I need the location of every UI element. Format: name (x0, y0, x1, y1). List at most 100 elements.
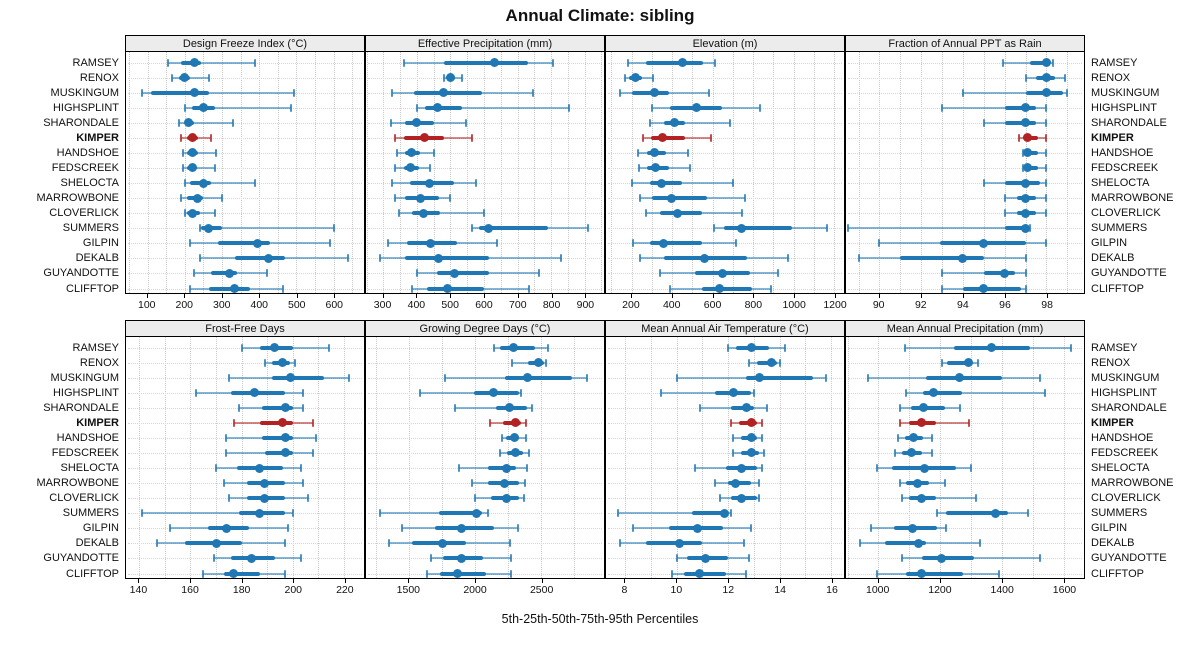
median-dot (278, 418, 288, 428)
axis-tick-label: 400 (250, 299, 269, 311)
whisker-cap (637, 148, 640, 157)
median-dot (439, 88, 449, 98)
panel-axis: 300 400 500 600 700 800 900 (365, 294, 605, 316)
row-gridline (128, 77, 362, 79)
whisker-cap (418, 388, 421, 397)
whisker-cap (299, 554, 302, 563)
whisker-line (168, 61, 256, 64)
whisker-cap (959, 403, 962, 412)
whisker-cap (1045, 103, 1048, 112)
median-dot (1023, 163, 1033, 173)
whisker-cap (618, 88, 621, 97)
iqr-bar (425, 105, 463, 110)
median-dot (187, 208, 197, 218)
median-dot (489, 388, 499, 398)
whisker-cap (415, 103, 418, 112)
site-label-left: HANDSHOE (56, 431, 119, 444)
median-dot (958, 253, 968, 263)
iqr-bar (631, 90, 669, 95)
whisker-cap (744, 194, 747, 203)
gridline (128, 52, 130, 293)
whisker-cap (732, 433, 735, 442)
gridline (442, 337, 444, 578)
gridline (375, 337, 377, 578)
whisker-cap (698, 403, 701, 412)
median-dot (728, 388, 738, 398)
whisker-cap (395, 148, 398, 157)
panel-effective-precipitation-mm: Effective Precipitation (mm) 300 400 500 600… (365, 35, 605, 316)
site-label-right: MUSKINGUM (1091, 371, 1160, 384)
axis-tick (1047, 294, 1049, 298)
gridline (333, 52, 335, 293)
whisker-cap (905, 388, 908, 397)
whisker-cap (826, 224, 828, 233)
whisker-cap (659, 269, 662, 278)
site-label-right: CLIFFTOP (1091, 567, 1144, 580)
median-dot (670, 118, 680, 128)
whisker-cap (193, 269, 196, 278)
whisker-cap (523, 494, 525, 503)
whisker-cap (379, 254, 382, 263)
axis-tick-label: 98 (1041, 299, 1053, 311)
median-dot (695, 569, 705, 578)
whisker-cap (291, 509, 294, 518)
axis-tick (728, 579, 730, 583)
site-label-right: GILPIN (1091, 522, 1128, 535)
whisker-line (649, 121, 730, 124)
median-dot (718, 268, 728, 278)
whisker-cap (215, 148, 218, 157)
axis-tick-label: 300 (373, 299, 392, 311)
whisker-cap (156, 539, 159, 548)
whisker-line (632, 182, 733, 185)
gridline (702, 337, 704, 578)
median-dot (917, 569, 927, 578)
iqr-bar (646, 60, 703, 65)
site-label-right: DEKALB (1091, 537, 1135, 550)
whisker-cap (1066, 88, 1069, 97)
whisker-cap (732, 448, 735, 457)
median-dot (180, 73, 190, 83)
median-dot (1021, 118, 1031, 128)
gridline (517, 52, 519, 293)
panel-axis: 8 10 12 14 16 (605, 579, 845, 601)
site-label-left: SHELOCTA (60, 462, 119, 475)
axis-tick (551, 294, 553, 298)
whisker-cap (183, 103, 186, 112)
whisker-cap (869, 524, 872, 533)
gridline (551, 52, 553, 293)
median-dot (489, 58, 499, 67)
whisker-cap (765, 403, 768, 412)
whisker-cap (282, 284, 285, 293)
whisker-cap (496, 239, 499, 248)
site-label-right: HANDSHOE (1091, 431, 1154, 444)
axis-tick-label: 8 (621, 584, 628, 596)
whisker-line (454, 406, 532, 409)
whisker-cap (410, 284, 413, 293)
row-gridline (848, 213, 1082, 215)
whisker-cap (178, 118, 181, 127)
median-dot (736, 493, 746, 503)
median-dot (510, 448, 520, 458)
axis-tick (408, 579, 410, 583)
whisker-cap (970, 464, 973, 473)
median-dot (278, 358, 288, 368)
whisker-cap (198, 254, 201, 263)
whisker-cap (857, 254, 860, 263)
gridline (574, 337, 576, 578)
whisker-cap (482, 209, 485, 218)
iqr-bar (488, 466, 517, 471)
whisker-cap (202, 569, 205, 578)
axis-tick (334, 294, 336, 298)
site-label-right: GUYANDOTTE (1091, 552, 1167, 565)
median-dot (929, 388, 939, 398)
iqr-bar (962, 286, 1022, 291)
median-dot (198, 178, 208, 188)
site-label-right: SUMMERS (1091, 222, 1148, 235)
axis-tick (1004, 294, 1006, 298)
median-dot (445, 73, 455, 83)
median-dot (499, 478, 509, 488)
whisker-cap (824, 373, 827, 382)
median-dot (432, 103, 442, 113)
axis-tick-label: 2500 (529, 584, 554, 596)
axis-tick-label: 300 (212, 299, 231, 311)
